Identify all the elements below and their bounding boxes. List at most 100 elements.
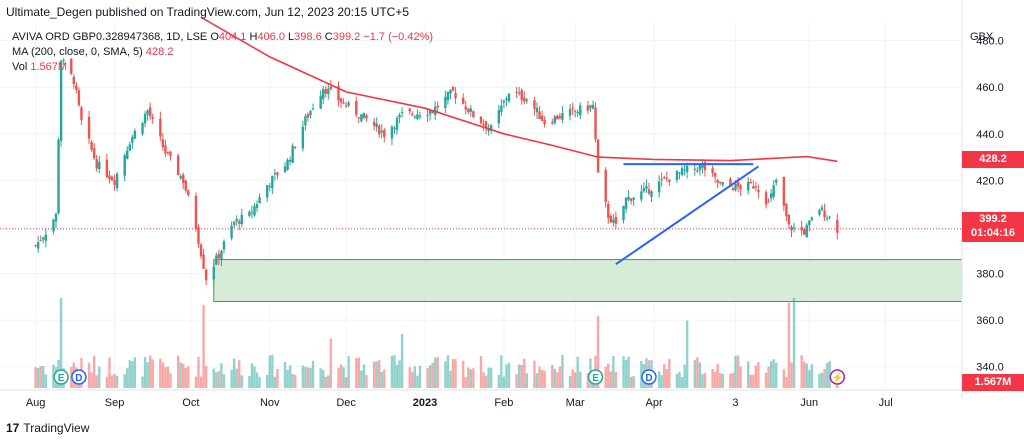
volume-label[interactable]: Vol — [12, 61, 28, 73]
event-markers[interactable]: E D E D ⚡ — [53, 369, 846, 385]
candle — [105, 153, 109, 179]
candle-body — [747, 181, 750, 191]
candle — [166, 151, 170, 156]
volume-bar — [146, 362, 149, 388]
candle-body — [752, 186, 755, 189]
candle — [645, 179, 648, 193]
candle — [472, 110, 475, 119]
candle — [703, 160, 707, 177]
volume-bar — [624, 359, 628, 388]
candle — [362, 112, 366, 120]
volume-bars — [34, 298, 839, 388]
candle-body — [612, 219, 615, 223]
candle — [507, 92, 511, 104]
candle-body — [823, 210, 826, 218]
volume-bar — [736, 355, 740, 388]
volume-bar — [98, 366, 101, 388]
candle-body — [393, 127, 396, 129]
candle-body — [375, 123, 378, 128]
volume-bar — [418, 365, 422, 388]
volume-bar — [126, 368, 129, 388]
candle-body — [678, 172, 681, 174]
x-tick-label: Jul — [879, 397, 893, 409]
volume-bar — [240, 375, 243, 388]
tradingview-logo-icon: 17 — [6, 421, 20, 435]
candle-body — [467, 108, 470, 113]
candle-body — [607, 203, 610, 218]
volume-bar — [238, 360, 241, 388]
volume-bar — [176, 355, 180, 388]
event-marker-earnings[interactable]: E — [53, 369, 69, 385]
candle-body — [248, 211, 251, 216]
candle-body — [703, 162, 707, 171]
volume-bar — [355, 358, 358, 388]
candle — [551, 118, 554, 126]
time-axis[interactable]: Aug Sep Oct Nov Dec 2023 Feb Mar Apr 3 Jun Jul — [0, 389, 1024, 409]
candle-body — [253, 206, 256, 216]
candle — [80, 105, 83, 126]
volume-bar — [576, 356, 579, 388]
candle — [825, 215, 829, 222]
x-tick-label: Apr — [645, 397, 662, 409]
volume-bar — [184, 367, 187, 388]
candle — [561, 106, 564, 124]
volume-bar — [668, 358, 671, 388]
candle — [250, 205, 254, 219]
candle-body — [594, 107, 597, 140]
volume-bar — [266, 374, 269, 388]
candle-body — [579, 105, 582, 116]
event-marker-split[interactable]: ⚡ — [829, 369, 846, 385]
volume-bar — [222, 374, 226, 388]
candle — [428, 109, 432, 121]
volume-bar — [283, 361, 287, 388]
candle-body — [194, 196, 198, 230]
volume-bar — [212, 368, 215, 388]
candle — [215, 252, 218, 266]
candle-body — [693, 168, 696, 170]
candle-body — [258, 197, 261, 203]
event-marker-dividend[interactable]: D — [71, 369, 87, 385]
candle-body — [561, 113, 564, 120]
x-tick-label: Jun — [800, 397, 818, 409]
candle — [451, 86, 455, 92]
candle-body — [609, 216, 612, 223]
candle-body — [159, 118, 162, 137]
volume-bar — [113, 373, 116, 388]
candle-body — [792, 227, 796, 229]
candle — [360, 114, 363, 123]
candle-body — [204, 269, 208, 281]
candle — [586, 100, 590, 115]
event-marker-earnings[interactable]: E — [587, 369, 604, 385]
candle-body — [378, 126, 381, 135]
volume-bar — [747, 361, 750, 388]
event-marker-dividend[interactable]: D — [641, 369, 657, 385]
candle-body — [721, 182, 724, 185]
candle — [92, 143, 96, 160]
candle — [258, 193, 261, 204]
candle — [426, 109, 429, 122]
candle-body — [451, 86, 455, 91]
volume-bar — [416, 375, 419, 388]
volume-bar — [739, 366, 742, 388]
candle-body — [255, 204, 259, 209]
candle — [716, 178, 719, 189]
volume-bar — [808, 370, 811, 388]
candle-body — [803, 229, 806, 235]
candle-body — [357, 117, 361, 119]
volume-bar — [734, 356, 737, 388]
candle — [747, 176, 750, 195]
ma-label[interactable]: MA (200, close, 0, SMA, 5) — [12, 46, 143, 58]
candle-body — [540, 115, 544, 121]
candle — [39, 235, 42, 242]
tradingview-logo[interactable]: 17 TradingView — [6, 421, 89, 435]
candle — [568, 103, 572, 121]
volume-bar — [558, 366, 562, 388]
candle-body — [304, 116, 307, 126]
candle-body — [77, 90, 81, 106]
volume-bar — [215, 372, 218, 388]
volume-bar — [141, 376, 144, 388]
candle — [220, 249, 223, 267]
symbol-label[interactable]: AVIVA ORD GBP0.328947368, 1D, LSE — [12, 31, 208, 43]
